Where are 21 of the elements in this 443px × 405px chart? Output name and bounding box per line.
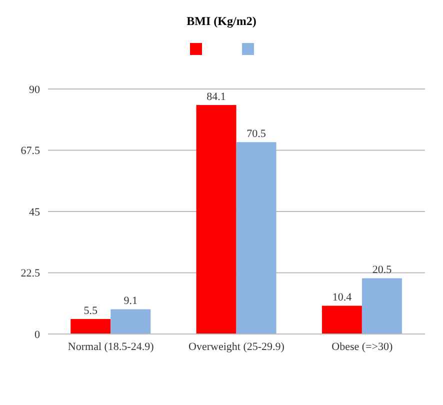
y-tick-label: 22.5 (20, 268, 40, 280)
data-label: 84.1 (206, 91, 226, 104)
y-tick-label: 90 (29, 84, 40, 96)
data-label: 10.4 (332, 292, 352, 304)
chart-title: BMI (Kg/m2) (186, 14, 258, 29)
x-tick-label: Overweight (25-29.9) (188, 340, 285, 353)
x-tick-label: Normal (18.5-24.9) (68, 340, 154, 353)
y-tick-label: 67.5 (20, 145, 40, 158)
bar (196, 105, 236, 334)
data-label: 9.1 (124, 295, 138, 308)
y-tick-label: 0 (34, 328, 40, 341)
y-tick-label: 45 (29, 206, 40, 218)
bar (236, 142, 276, 334)
bar (70, 319, 111, 334)
data-label: 70.5 (246, 128, 266, 140)
bar (322, 306, 362, 334)
bar (362, 278, 402, 334)
bar (110, 309, 151, 334)
x-tick-label: Obese (=>30) (332, 340, 393, 353)
data-label: 5.5 (84, 305, 98, 318)
data-label: 20.5 (372, 264, 392, 276)
